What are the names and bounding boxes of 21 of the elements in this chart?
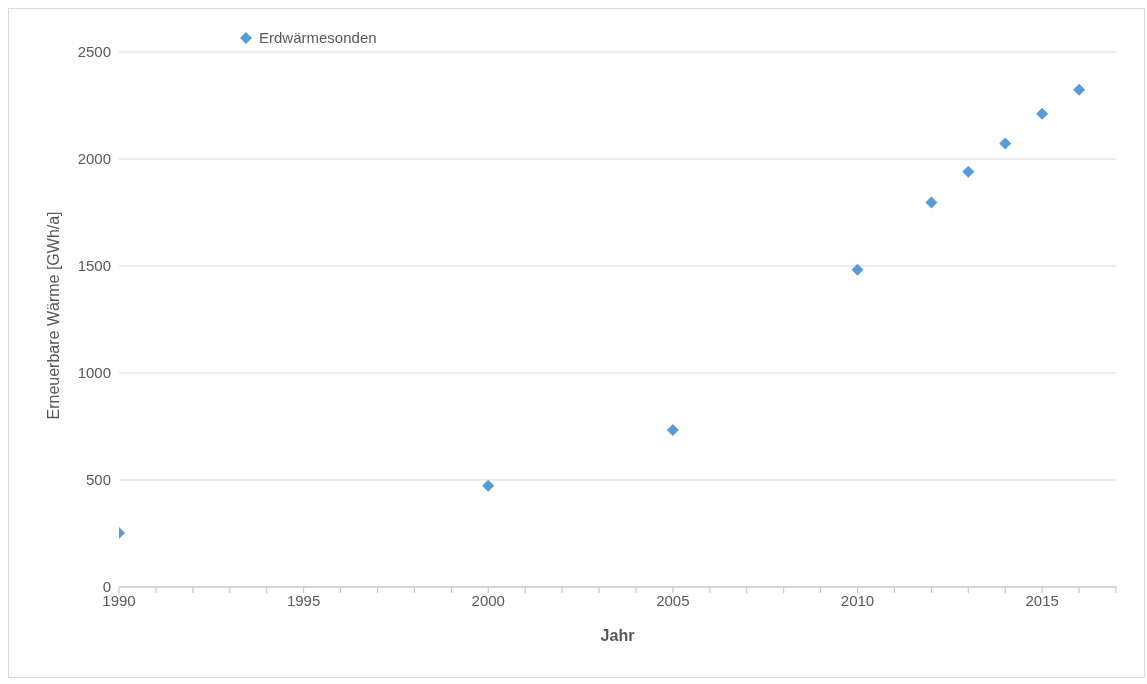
point bbox=[666, 423, 679, 436]
point bbox=[1073, 83, 1086, 96]
y-tick-label: 2500 bbox=[77, 43, 111, 61]
point bbox=[999, 137, 1012, 150]
y-tick-label: 1000 bbox=[77, 364, 111, 382]
y-axis-title: Erneuerbare Wärme [GWh/a] bbox=[44, 211, 62, 420]
y-tick-label: 2000 bbox=[77, 150, 111, 168]
point bbox=[962, 165, 975, 178]
y-tick-label: 1500 bbox=[77, 257, 111, 275]
point bbox=[482, 479, 495, 492]
x-tick-label: 2000 bbox=[471, 591, 505, 609]
x-tick-label: 1995 bbox=[286, 591, 321, 609]
x-tick-label: 2010 bbox=[840, 591, 875, 609]
x-tick-label: 2015 bbox=[1025, 591, 1059, 609]
y-tick-label: 500 bbox=[85, 471, 111, 489]
point bbox=[925, 196, 938, 209]
point bbox=[1036, 107, 1049, 120]
x-tick-label: 2005 bbox=[656, 591, 690, 609]
x-axis-title: Jahr bbox=[600, 627, 635, 644]
point bbox=[851, 263, 864, 276]
legend-label: Erdwärmesonden bbox=[259, 29, 377, 46]
